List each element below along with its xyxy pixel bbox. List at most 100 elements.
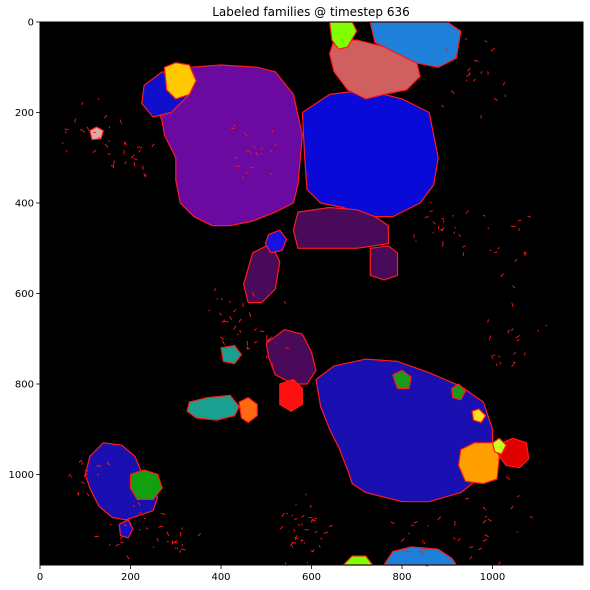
boundary-fragment	[291, 545, 294, 548]
boundary-fragment	[269, 149, 273, 153]
boundary-fragment	[440, 550, 443, 553]
boundary-fragment	[306, 561, 309, 564]
boundary-fragment	[490, 355, 494, 360]
boundary-fragment	[68, 473, 72, 477]
boundary-fragment	[482, 539, 488, 542]
boundary-fragment	[274, 143, 277, 147]
boundary-fragment	[151, 143, 155, 148]
boundary-fragment	[214, 288, 217, 292]
boundary-fragment	[494, 251, 498, 254]
region-blue-navy	[315, 358, 494, 503]
boundary-fragment	[502, 81, 506, 86]
boundary-fragment	[270, 172, 273, 176]
boundary-fragment	[115, 543, 120, 547]
boundary-fragment	[465, 210, 469, 214]
boundary-fragment	[484, 534, 489, 538]
boundary-fragment	[512, 361, 516, 364]
boundary-fragment	[245, 149, 250, 152]
boundary-fragment	[467, 67, 471, 72]
boundary-fragment	[221, 319, 226, 324]
boundary-fragment	[133, 161, 136, 167]
boundary-fragment	[524, 251, 527, 255]
boundary-fragment	[221, 340, 225, 345]
boundary-fragment	[74, 118, 76, 123]
boundary-fragment	[229, 316, 232, 320]
boundary-fragment	[245, 171, 248, 174]
boundary-fragment	[260, 148, 263, 150]
boundary-fragment	[328, 524, 333, 528]
boundary-fragment	[291, 514, 294, 517]
boundary-fragment	[513, 351, 517, 355]
boundary-fragment	[82, 130, 86, 133]
boundary-fragment	[104, 143, 109, 148]
region-blue-large	[301, 89, 439, 218]
boundary-fragment	[129, 532, 132, 536]
boundary-fragment	[487, 518, 492, 522]
boundary-fragment	[400, 538, 405, 543]
x-tick-label: 200	[121, 572, 140, 583]
boundary-fragment	[478, 547, 482, 551]
boundary-fragment	[251, 292, 255, 297]
y-tick-label: 800	[15, 380, 34, 391]
y-tick-label: 400	[15, 199, 34, 210]
boundary-fragment	[81, 481, 85, 485]
boundary-fragment	[469, 546, 473, 548]
boundary-fragment	[97, 464, 102, 468]
boundary-fragment	[413, 521, 418, 524]
chart-title: Labeled families @ timestep 636	[212, 5, 410, 19]
boundary-fragment	[441, 217, 445, 220]
boundary-fragment	[301, 523, 303, 526]
boundary-fragment	[497, 561, 501, 565]
boundary-fragment	[440, 228, 443, 231]
boundary-fragment	[474, 59, 479, 62]
boundary-fragment	[422, 549, 424, 555]
boundary-fragment	[537, 329, 540, 332]
boundary-fragment	[176, 547, 179, 550]
boundary-fragment	[86, 126, 90, 131]
boundary-fragment	[495, 363, 498, 367]
region-navy-small	[84, 442, 159, 521]
boundary-fragment	[294, 535, 298, 540]
boundary-fragment	[145, 527, 149, 530]
boundary-fragment	[472, 78, 476, 82]
boundary-fragment	[268, 336, 273, 340]
boundary-fragment	[96, 465, 99, 468]
boundary-fragment	[510, 328, 514, 331]
boundary-fragment	[480, 71, 483, 74]
boundary-fragment	[265, 355, 268, 358]
boundary-fragment	[517, 495, 520, 498]
boundary-fragment	[514, 258, 518, 262]
boundary-fragment	[119, 119, 123, 124]
boundary-fragment	[493, 97, 498, 101]
boundary-fragment	[127, 519, 130, 522]
boundary-fragment	[171, 541, 174, 545]
boundary-fragment	[483, 214, 486, 217]
boundary-fragment	[285, 512, 289, 515]
region-salmon	[329, 39, 421, 100]
boundary-fragment	[281, 512, 285, 517]
boundary-fragment	[464, 497, 470, 500]
boundary-fragment	[429, 210, 434, 213]
boundary-fragment	[61, 142, 64, 145]
boundary-fragment	[427, 525, 429, 527]
boundary-fragment	[510, 505, 514, 510]
boundary-fragment	[126, 555, 130, 560]
boundary-fragment	[260, 330, 265, 333]
boundary-fragment	[166, 531, 170, 537]
boundary-fragment	[143, 517, 146, 520]
boundary-fragment	[244, 132, 248, 136]
boundary-fragment	[175, 541, 178, 544]
boundary-fragment	[253, 341, 258, 344]
boundary-fragment	[283, 301, 286, 304]
y-tick-label: 600	[15, 289, 34, 300]
boundary-fragment	[511, 363, 515, 368]
boundary-fragment	[511, 302, 514, 307]
boundary-fragment	[143, 173, 147, 177]
boundary-fragment	[280, 525, 283, 530]
region-green-right-2	[451, 383, 466, 401]
boundary-fragment	[112, 165, 115, 169]
boundary-fragment	[140, 146, 143, 149]
boundary-fragment	[70, 475, 73, 478]
boundary-fragment	[309, 504, 312, 509]
boundary-fragment	[523, 251, 526, 257]
